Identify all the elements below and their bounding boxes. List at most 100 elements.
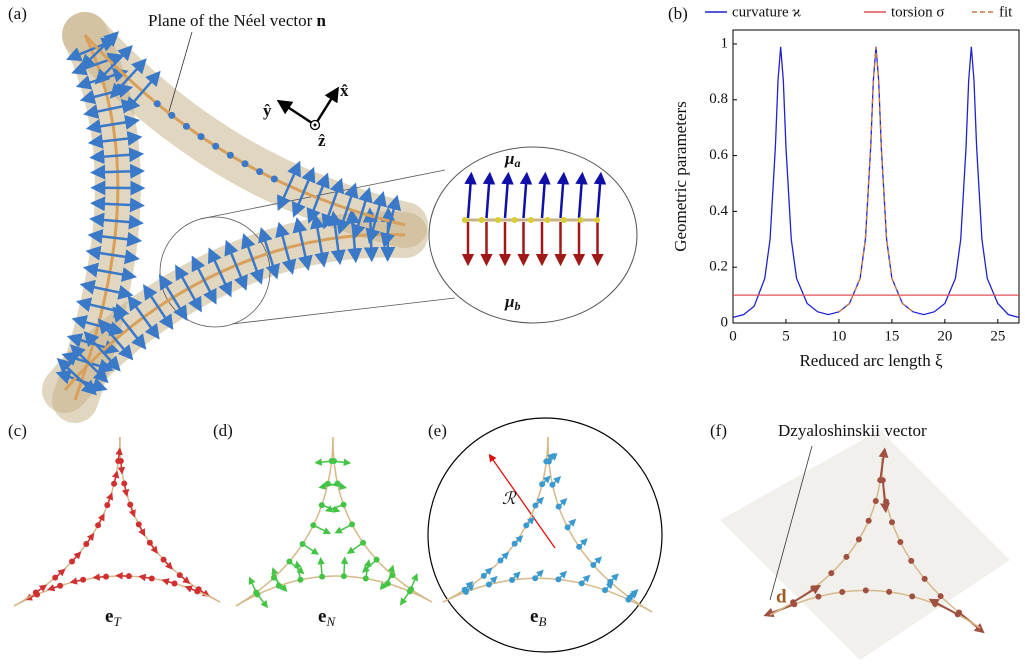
vector [627, 590, 638, 601]
x-tick-label: 15 [884, 328, 899, 344]
neel-arrow [89, 147, 145, 165]
symbol: e [105, 606, 113, 627]
y-tick-label: 0 [721, 314, 729, 330]
y-tick-label: 0.6 [709, 147, 728, 163]
annotation: Plane of the Néel vector n [148, 11, 327, 30]
vector [313, 524, 332, 534]
neel-dot [197, 133, 205, 141]
node [909, 593, 916, 600]
leader-line [769, 445, 813, 601]
node [886, 588, 893, 595]
curve-panel [442, 436, 653, 613]
node [872, 498, 879, 505]
x-tick-label: 20 [937, 328, 952, 344]
vector [54, 568, 66, 579]
neel-arrow [258, 227, 280, 280]
plot-frame [732, 29, 1020, 324]
node [897, 538, 904, 545]
atom [528, 217, 534, 223]
symbol: μ [504, 292, 514, 311]
inset-label: μb [504, 292, 520, 313]
vector [321, 504, 341, 513]
vector [340, 556, 349, 577]
vector-label: eB [530, 606, 546, 629]
vector [69, 577, 84, 585]
vector [35, 584, 48, 594]
neel-dot [153, 100, 161, 108]
node [855, 536, 862, 543]
neel-arrow [365, 191, 387, 245]
neel-arrow [85, 114, 141, 134]
node [862, 587, 869, 594]
neel-arrow [124, 70, 161, 113]
neel-arrow [79, 279, 134, 300]
axis-arrow [276, 99, 316, 127]
vector [121, 483, 130, 497]
annotation: Dzyaloshinskii vector [778, 421, 927, 440]
node [908, 557, 915, 564]
vector [387, 564, 395, 584]
node [828, 570, 835, 577]
atom [511, 217, 518, 223]
subscript: B [538, 614, 546, 629]
neel-dot [226, 151, 234, 159]
panel-label: (e) [428, 421, 447, 440]
node [889, 519, 895, 526]
vector [115, 447, 123, 462]
series-line [838, 46, 914, 313]
zoom-line [231, 297, 456, 325]
vector [97, 513, 105, 526]
vector [534, 569, 544, 579]
neel-arrow [292, 217, 313, 271]
panel-label: (f) [710, 421, 727, 440]
moment-up [501, 171, 514, 219]
vector [499, 551, 510, 562]
neel-arrow [224, 239, 248, 291]
subscript: N [325, 614, 336, 629]
vector [557, 570, 568, 580]
legend-label: fit [999, 4, 1013, 20]
neel-arrow [82, 262, 138, 282]
axis-arrow [313, 86, 339, 126]
panel-label: (b) [668, 4, 688, 23]
vector [545, 452, 555, 462]
x-axis-label: Reduced arc length ξ [799, 351, 942, 370]
atom [594, 217, 600, 223]
series-line [732, 46, 1020, 319]
moment-up [482, 171, 496, 219]
panel-background [720, 430, 1010, 660]
neel-arrow [87, 131, 143, 149]
panel-label: (a) [8, 4, 27, 23]
vector [273, 577, 288, 593]
moment-up [556, 171, 570, 219]
moment-up [519, 171, 533, 219]
subscript: T [113, 614, 121, 629]
node [810, 585, 817, 592]
vector [138, 573, 152, 582]
vector [346, 542, 364, 555]
vector [161, 578, 175, 586]
vector [409, 573, 419, 592]
symbol: e [530, 606, 538, 627]
vector [551, 476, 562, 486]
curve [547, 436, 653, 613]
vector [488, 575, 498, 586]
curve-panel [13, 436, 221, 607]
curve-panel [235, 436, 433, 609]
axis-dot [313, 123, 317, 127]
vector [514, 535, 524, 545]
vector [567, 518, 577, 528]
annotation-symbol: n [317, 11, 327, 30]
vector [334, 523, 353, 534]
vector [525, 516, 535, 526]
annotation-text: Plane of the Néel vector [148, 11, 313, 30]
atom [478, 217, 485, 223]
x-tick-label: 5 [782, 328, 790, 344]
vector [541, 475, 551, 485]
leader-line [167, 31, 193, 116]
vector [331, 458, 352, 467]
vector [184, 585, 198, 593]
neel-arrow [85, 245, 140, 265]
vector [361, 559, 378, 573]
